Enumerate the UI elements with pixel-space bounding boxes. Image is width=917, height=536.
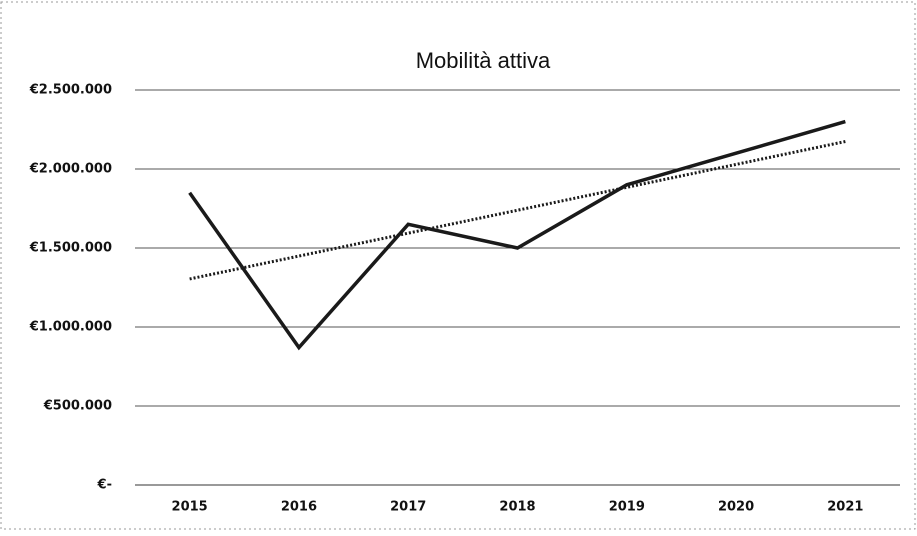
x-tick-label: 2018 xyxy=(499,500,535,515)
y-tick-label: €500.000 xyxy=(43,399,112,414)
x-tick-label: 2019 xyxy=(609,500,645,515)
y-tick-label: €- xyxy=(97,478,112,493)
x-tick-label: 2015 xyxy=(172,500,208,515)
y-tick-label: €1.500.000 xyxy=(29,241,112,256)
x-tick-label: 2016 xyxy=(281,500,317,515)
x-tick-label: 2020 xyxy=(718,500,754,515)
data-line xyxy=(188,119,846,351)
chart-title: Mobilità attiva xyxy=(416,48,551,73)
y-tick-label: €2.000.000 xyxy=(29,162,112,177)
x-tick-label: 2021 xyxy=(827,500,863,515)
y-tick-label: €1.000.000 xyxy=(29,320,112,335)
x-tick-label: 2017 xyxy=(390,500,426,515)
trend-line xyxy=(189,140,846,281)
y-tick-label: €2.500.000 xyxy=(29,83,112,98)
